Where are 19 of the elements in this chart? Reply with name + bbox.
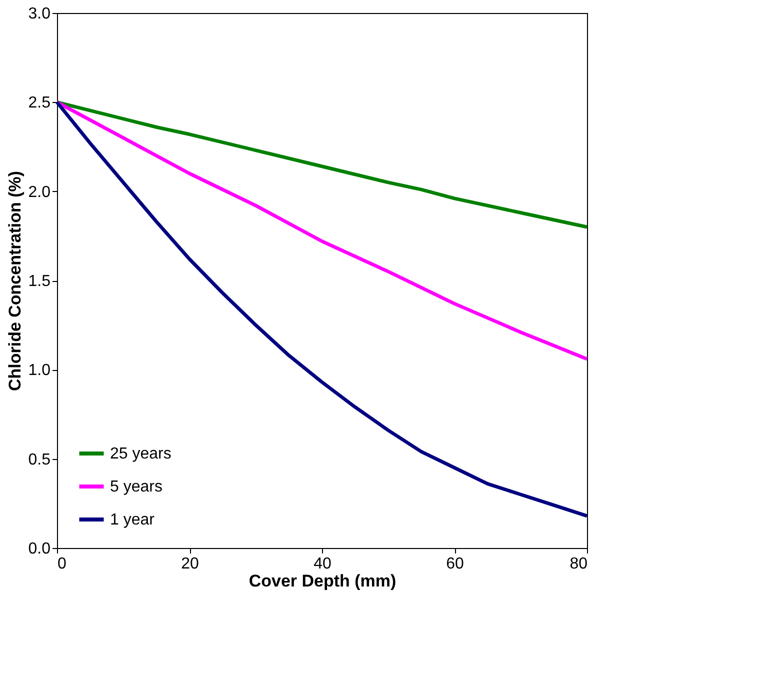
y-axis-title: Chloride Concentration (%) <box>5 170 24 392</box>
legend-label: 1 year <box>110 512 156 528</box>
legend-label: 5 years <box>110 478 162 496</box>
x-tick-label: 60 <box>446 556 464 572</box>
y-tick-label: 1.5 <box>28 273 51 290</box>
y-tick-label: 2.0 <box>28 184 51 201</box>
y-tick-label: 0.5 <box>28 451 51 468</box>
line-series <box>55 100 589 361</box>
legend-label: 25 years <box>110 446 172 462</box>
line-series <box>55 100 589 229</box>
x-tick-label: 80 <box>570 556 588 572</box>
y-tick-label: 1.0 <box>28 362 51 380</box>
x-tick-label: 40 <box>314 556 332 572</box>
x-tick-label: 0 <box>58 556 66 572</box>
x-axis-title: Cover Depth (mm) <box>248 572 396 590</box>
y-tick-label: 0.0 <box>28 540 51 558</box>
y-tick-label: 3.0 <box>28 6 51 22</box>
x-tick-label: 20 <box>181 556 199 572</box>
y-tick-label: 2.5 <box>28 94 51 112</box>
